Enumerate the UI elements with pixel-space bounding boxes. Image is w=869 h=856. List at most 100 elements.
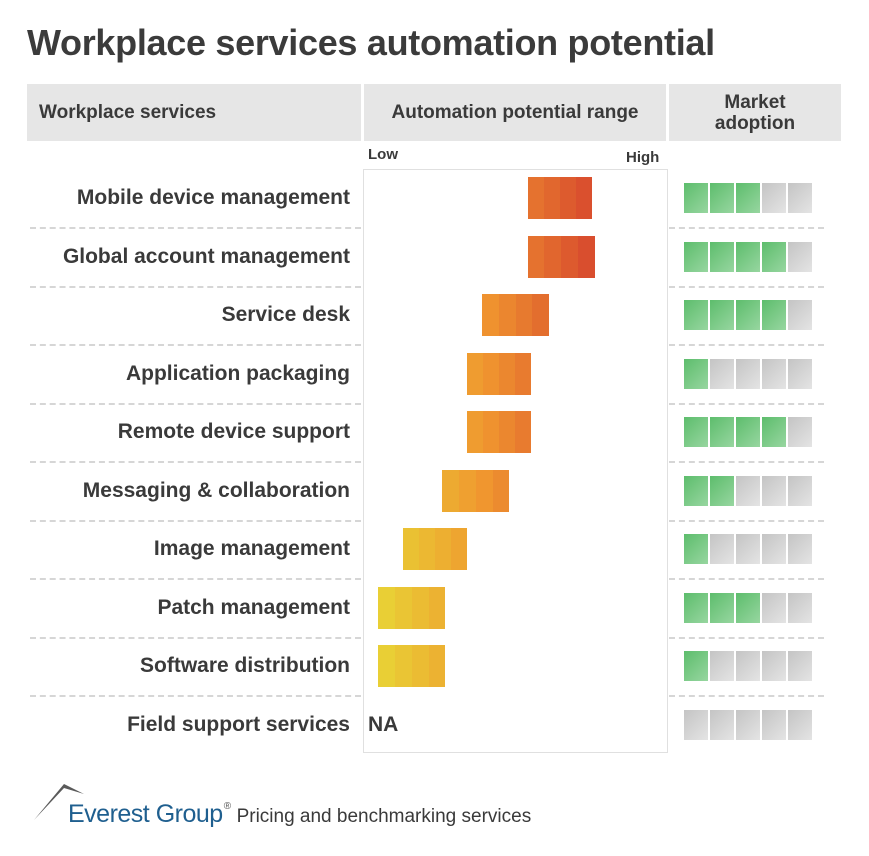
range-bar-segment [481,294,499,336]
adoption-rating [684,417,812,447]
range-bar [527,235,595,278]
range-bar-segment [498,411,515,453]
row-separator [30,461,361,464]
range-bar-segment [544,235,562,278]
footer-tagline: Pricing and benchmarking services [236,806,532,827]
adoption-square-filled [736,592,760,623]
axis-low-label: Low [368,146,398,163]
adoption-square-empty [788,241,812,272]
range-bar-segment [482,352,499,395]
adoption-rating [684,358,812,389]
adoption-square-empty [788,358,812,389]
range-bar-segment [543,177,560,219]
row-separator [30,636,361,639]
range-bar-segment [459,469,476,512]
adoption-square-empty [788,534,812,564]
row-separator [30,227,361,230]
adoption-square-empty [788,592,812,623]
adoption-square-empty [788,475,812,506]
axis-high-label: High [626,149,660,166]
range-bar-segment [411,586,429,629]
adoption-square-empty [710,358,734,389]
range-na-label: NA [368,712,399,736]
adoption-square-filled [684,417,708,447]
everest-logo-icon [34,784,84,820]
service-label: Mobile device management [76,186,350,209]
range-bar-segment [428,586,446,629]
adoption-square-filled [684,651,708,681]
service-label: Service desk [221,303,350,326]
range-bar-segment [450,528,467,570]
range-bar-segment [395,645,412,687]
range-bar-segment [466,411,483,453]
adoption-square-filled [710,592,734,623]
range-bar [527,177,592,219]
adoption-rating [684,651,812,681]
range-bar-segment [514,352,531,395]
adoption-square-empty [684,709,708,740]
range-bar [378,586,446,629]
range-bar-segment [378,586,396,629]
adoption-square-filled [684,475,708,506]
adoption-square-empty [736,534,760,564]
adoption-square-empty [762,709,786,740]
range-bar [402,528,467,570]
service-label: Patch management [157,595,350,619]
range-bar-segment [475,469,493,512]
range-bar-segment [514,411,531,453]
adoption-rating [684,300,812,330]
service-label: Global account management [62,244,350,268]
range-bar [481,294,550,336]
page-title: Workplace services automation potential [27,22,715,63]
range-bar-segment [498,352,515,395]
adoption-square-empty [788,183,812,213]
range-bar-segment [442,469,460,512]
adoption-square-empty [762,475,786,506]
adoption-square-filled [736,300,760,330]
service-label: Remote device support [117,420,350,443]
row-separator [669,227,824,230]
range-bar-segment [395,586,412,629]
service-label: Software distribution [140,654,350,677]
adoption-square-empty [710,534,734,564]
row-separator [669,578,824,581]
range-bar-segment [575,177,592,219]
range-bar-segment [527,235,545,278]
range-bar-segment [378,645,396,687]
row-separator [669,344,824,347]
adoption-square-filled [736,241,760,272]
adoption-square-filled [710,300,734,330]
adoption-square-empty [736,651,760,681]
service-label: Field support services [127,712,350,736]
range-bar [466,411,531,453]
row-separator [30,402,361,405]
range-bar-segment [559,177,576,219]
adoption-square-empty [710,651,734,681]
adoption-square-filled [710,183,734,213]
adoption-square-filled [684,358,708,389]
adoption-square-filled [684,534,708,564]
adoption-rating [684,709,812,740]
range-bar-segment [527,177,544,219]
range-bar-segment [578,235,595,278]
adoption-rating [684,475,812,506]
adoption-square-filled [736,183,760,213]
row-separator [30,344,361,347]
range-bar [378,645,446,687]
range-bar-segment [402,528,419,570]
range-bar-segment [418,528,435,570]
brand-name: Everest Group ® [68,800,231,829]
header-adoption: Market adoption [669,84,841,141]
row-separator [30,285,361,288]
range-bar [466,352,531,395]
adoption-square-empty [788,300,812,330]
adoption-square-filled [736,417,760,447]
adoption-square-filled [710,417,734,447]
row-separator [30,695,361,698]
adoption-square-empty [788,709,812,740]
adoption-square-empty [762,183,786,213]
service-label: Image management [153,537,350,560]
range-plot-area [363,169,668,753]
adoption-square-empty [736,358,760,389]
adoption-square-filled [762,241,786,272]
